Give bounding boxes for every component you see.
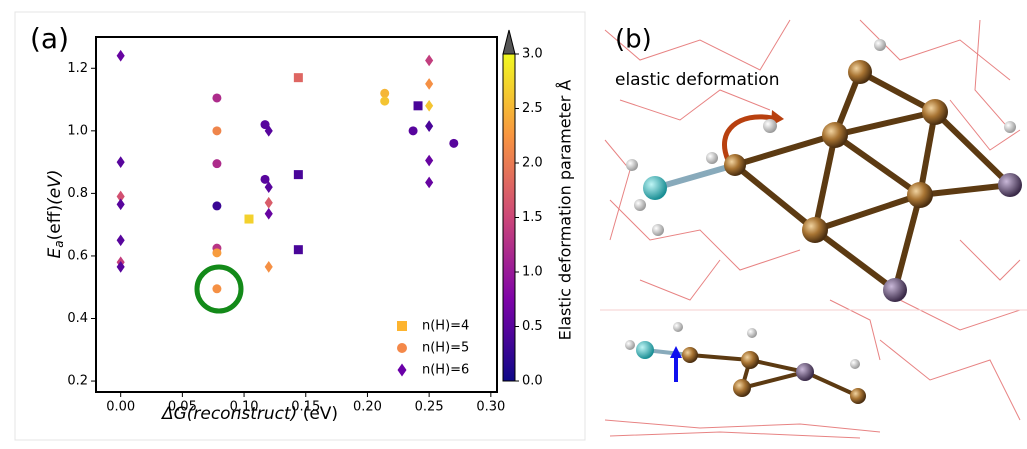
marker-square [293, 245, 303, 255]
panel-label: (b) [615, 25, 652, 55]
marker-circle [380, 88, 390, 98]
colorbar-tick-label: 1.0 [522, 265, 543, 280]
x-axis-label: ΔG(reconstruct) (eV) [160, 404, 338, 424]
marker-square [293, 73, 303, 83]
marker-diamond [397, 363, 407, 377]
colorbar-extend [502, 29, 516, 55]
colorbar-tick-label: 3.0 [522, 47, 543, 62]
x-tick-label: 0.15 [291, 400, 320, 415]
marker-square [293, 170, 303, 180]
marker-circle [260, 174, 270, 184]
arrow [722, 114, 773, 161]
marker-diamond [264, 124, 273, 137]
colorbar [503, 54, 515, 381]
colorbar-tick-label: 0.5 [522, 319, 543, 334]
x-label-math: ΔG(reconstruct) [160, 404, 297, 424]
x-tick-label: 0.25 [415, 400, 444, 415]
marker-circle [212, 93, 222, 103]
y-tick-label: 1.0 [67, 123, 88, 138]
legend-label: n(H)=4 [422, 319, 469, 334]
marker-circle [212, 284, 222, 294]
marker-circle [260, 120, 270, 130]
marker-circle [449, 138, 459, 148]
y-label-subscript: a [52, 240, 66, 247]
panel-label: (a) [30, 22, 69, 55]
marker-diamond [264, 207, 273, 220]
marker-diamond [116, 190, 125, 203]
highlight-circle [194, 264, 244, 314]
plot-frame [95, 36, 498, 393]
y-axis-label: Ea(eff)(eV) [45, 170, 66, 259]
marker-diamond [425, 99, 434, 112]
marker-diamond [425, 154, 434, 167]
marker-square [397, 321, 407, 331]
marker-diamond [116, 49, 125, 62]
x-tick-label: 0.10 [230, 400, 259, 415]
marker-diamond [116, 198, 125, 211]
colorbar-label: Elastic deformation parameter Å [556, 80, 575, 341]
y-label-symbol: E [45, 247, 65, 258]
y-tick-label: 0.6 [67, 248, 88, 263]
marker-circle [212, 159, 222, 169]
marker-diamond [425, 54, 434, 67]
marker-diamond [425, 176, 434, 189]
x-tick-label: 0.05 [168, 400, 197, 415]
legend-label: n(H)=5 [422, 341, 469, 356]
marker-circle [380, 96, 390, 106]
y-tick-label: 0.2 [67, 374, 88, 389]
marker-diamond [116, 234, 125, 247]
marker-square [413, 101, 423, 111]
annotation: elastic deformation [615, 70, 779, 90]
marker-diamond [116, 261, 125, 273]
colorbar-tick-label: 0.0 [522, 374, 543, 389]
marker-circle [397, 343, 407, 353]
marker-diamond [425, 78, 434, 90]
panel-a-frame [14, 11, 586, 441]
bond [654, 162, 736, 191]
y-label-rest: (eff) [45, 205, 65, 240]
x-label-unit: (eV) [303, 404, 338, 424]
y-tick-label: 0.4 [67, 311, 88, 326]
bonds [733, 69, 1013, 293]
y-label-unit: (eV) [45, 170, 65, 205]
x-tick-label: 0.30 [476, 400, 505, 415]
marker-diamond [425, 120, 434, 132]
marker-circle [212, 248, 222, 258]
y-tick-label: 0.8 [67, 186, 88, 201]
marker-circle [212, 201, 222, 211]
marker-diamond [264, 196, 273, 209]
colorbar-tick-label: 2.5 [522, 101, 543, 116]
marker-circle [408, 126, 418, 136]
lattice [600, 19, 1027, 439]
x-tick-label: 0.00 [106, 400, 135, 415]
y-tick-label: 1.2 [67, 61, 88, 76]
colorbar-tick-label: 1.5 [522, 210, 543, 225]
marker-diamond [116, 156, 125, 168]
panel-b: (b) elastic deformation [600, 12, 1027, 445]
marker-square [244, 214, 254, 224]
x-tick-label: 0.20 [353, 400, 382, 415]
legend-label: n(H)=6 [422, 363, 469, 378]
colorbar-tick-label: 2.0 [522, 156, 543, 171]
marker-diamond [264, 181, 273, 193]
scatter-plot: 0.00 0.05 0.10 0.15 0.20 0.25 0.30 0.2 0.4 0.6 0.8… [67, 29, 543, 415]
marker-circle [212, 126, 222, 136]
marker-diamond [264, 261, 273, 273]
